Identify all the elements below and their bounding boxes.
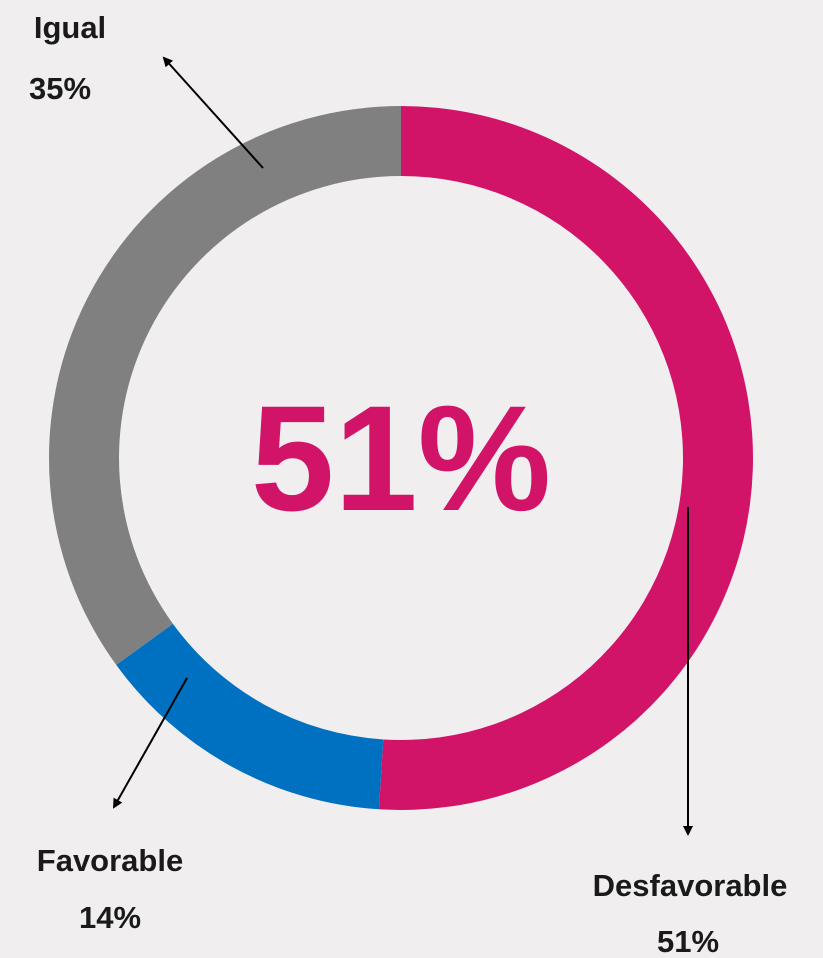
slice-label-igual-name: Igual — [34, 10, 106, 45]
donut-slice-igual — [48, 106, 401, 665]
slice-label-desfavorable-name: Desfavorable — [593, 868, 788, 903]
leader-arrow-favorable — [113, 677, 188, 809]
slice-label-favorable-name: Favorable — [37, 843, 183, 878]
slice-label-igual-value: 35% — [29, 71, 91, 106]
donut-slice-desfavorable — [378, 105, 754, 810]
donut-slice-favorable — [116, 623, 384, 810]
donut-slices — [48, 105, 754, 810]
leader-arrow-igual — [162, 56, 264, 169]
slice-label-desfavorable-value: 51% — [657, 924, 719, 958]
center-value: 51% — [251, 374, 551, 542]
slice-label-favorable-value: 14% — [79, 900, 141, 935]
